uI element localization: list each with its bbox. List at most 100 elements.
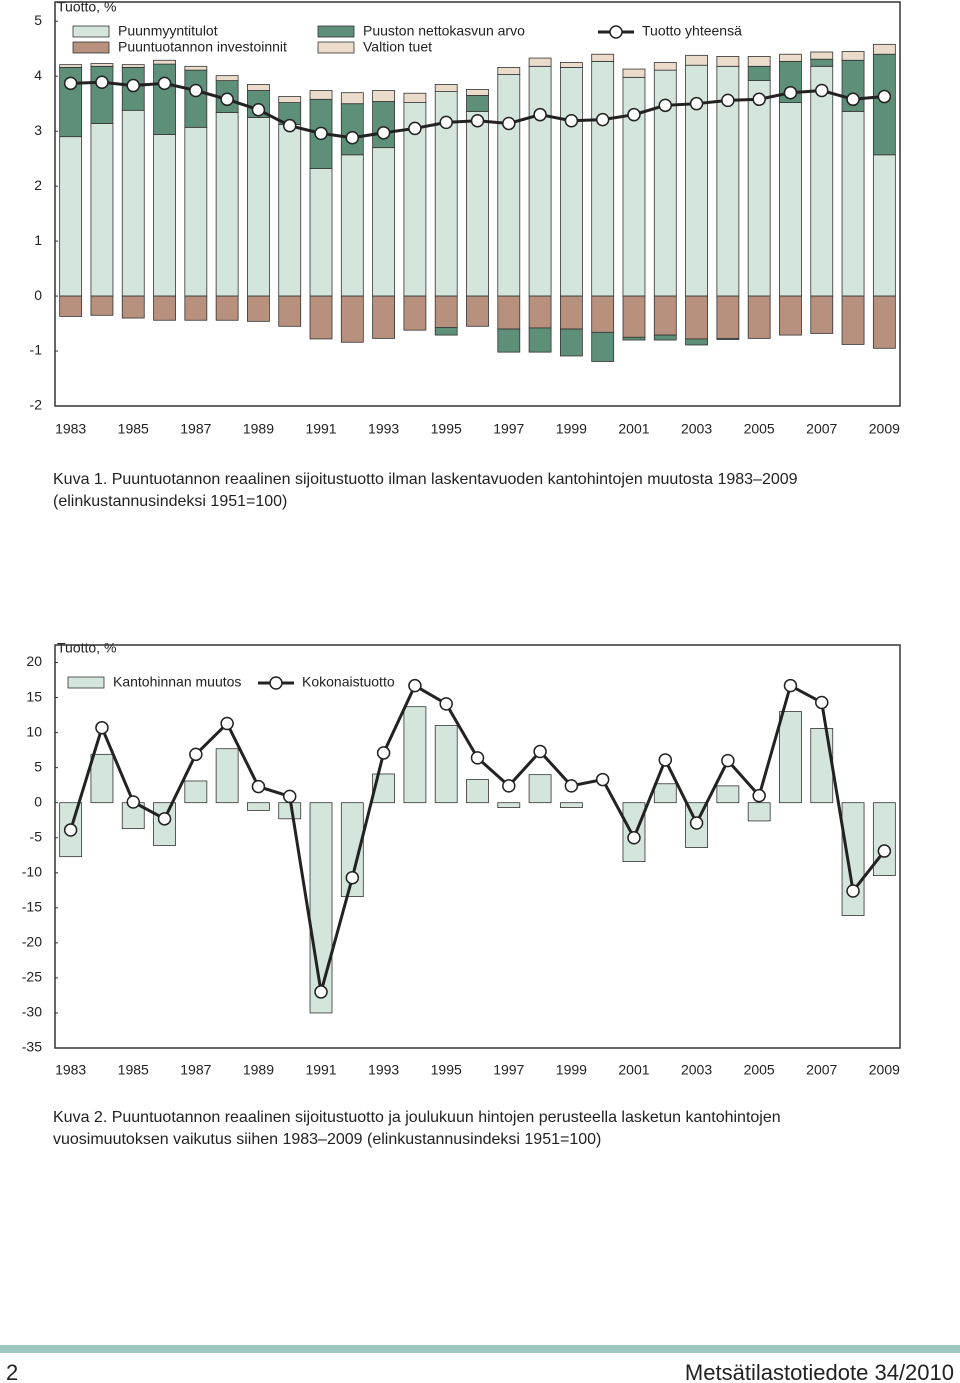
bar	[528, 774, 552, 804]
bar	[184, 65, 208, 71]
line-point	[752, 92, 766, 107]
line-point	[783, 678, 798, 693]
legend-label: Puuston nettokasvun arvo	[363, 23, 525, 39]
line-point	[595, 112, 610, 127]
line-point	[408, 678, 422, 693]
legend-marker	[269, 676, 283, 690]
legend-label: Kantohinnan muutos	[113, 674, 241, 690]
bar	[309, 90, 333, 100]
bar	[59, 136, 83, 297]
bar	[215, 75, 239, 82]
line-point	[815, 695, 829, 710]
bar	[434, 84, 458, 92]
bar	[779, 102, 802, 297]
bar	[810, 295, 834, 334]
bar	[372, 773, 396, 804]
caption: (elinkustannusindeksi 1951=100)	[53, 493, 287, 510]
bar	[184, 780, 208, 804]
bar	[872, 53, 896, 156]
line-point	[846, 92, 860, 107]
bar	[559, 67, 583, 297]
line-point	[439, 697, 453, 711]
bar	[872, 295, 896, 349]
bar	[184, 126, 208, 297]
line-point	[721, 753, 735, 768]
bar	[340, 92, 364, 105]
line-point	[658, 98, 673, 113]
line-point	[564, 779, 579, 793]
legend-swatch	[317, 41, 355, 54]
y-tick-label: 3	[34, 122, 42, 138]
bar	[497, 67, 521, 75]
bar	[747, 65, 771, 82]
bar	[747, 802, 771, 822]
y-tick-label: 20	[26, 653, 42, 669]
bar	[90, 63, 114, 67]
bar	[340, 154, 364, 297]
bar	[497, 802, 521, 809]
bar	[372, 147, 396, 297]
line-point	[220, 92, 234, 107]
line-point	[689, 816, 704, 830]
bar	[810, 65, 834, 297]
line-point	[783, 85, 798, 100]
line-point	[220, 716, 234, 731]
bar	[121, 109, 145, 297]
bar	[841, 802, 865, 916]
y-tick-label: -35	[22, 1039, 42, 1055]
bar	[153, 134, 176, 297]
y-tick-label: -10	[22, 863, 42, 879]
x-tick-label: 1987	[180, 1062, 211, 1078]
bar	[403, 92, 427, 103]
line-point	[721, 93, 735, 108]
line-point	[376, 746, 391, 760]
x-tick-label: 1999	[556, 421, 587, 437]
y-tick-label: -25	[22, 969, 42, 985]
line-point	[470, 751, 485, 765]
line-point	[157, 812, 172, 826]
bar	[779, 53, 802, 62]
x-tick-label: 1993	[368, 421, 399, 437]
line-point	[815, 83, 829, 98]
bar	[372, 295, 396, 339]
page-number: 2	[6, 1360, 18, 1383]
y-tick-label: 1	[34, 232, 42, 248]
bar	[653, 62, 677, 71]
bar	[59, 295, 83, 317]
line-point	[564, 113, 579, 128]
bar	[215, 112, 239, 297]
bar	[215, 295, 239, 321]
bar	[497, 74, 521, 297]
legend-swatch	[72, 25, 110, 38]
bar	[685, 338, 708, 346]
bar	[153, 63, 176, 135]
bar	[716, 295, 740, 339]
x-tick-label: 1985	[118, 421, 149, 437]
bar	[90, 65, 114, 124]
bar	[591, 331, 615, 362]
bar	[810, 51, 834, 60]
y-tick-label: 10	[26, 723, 42, 739]
line-point	[63, 823, 78, 837]
bar	[559, 295, 583, 330]
bar	[434, 326, 458, 336]
line-point	[126, 78, 140, 93]
bar	[247, 802, 270, 811]
bar	[121, 64, 145, 68]
legend-label: Puunmyyntitulot	[118, 23, 218, 39]
bar	[528, 65, 552, 297]
bar	[559, 62, 583, 68]
bar	[372, 90, 396, 102]
line-point	[126, 795, 140, 809]
bar	[466, 110, 489, 297]
y-axis-label: Tuotto, %	[57, 0, 116, 15]
bar	[278, 96, 302, 103]
bar	[622, 295, 646, 338]
bar	[466, 779, 489, 804]
x-tick-label: 1989	[243, 421, 274, 437]
bar	[90, 123, 114, 297]
line-point	[282, 789, 297, 804]
bar	[779, 295, 802, 336]
bar	[685, 295, 708, 340]
x-tick-label: 2009	[869, 421, 900, 437]
